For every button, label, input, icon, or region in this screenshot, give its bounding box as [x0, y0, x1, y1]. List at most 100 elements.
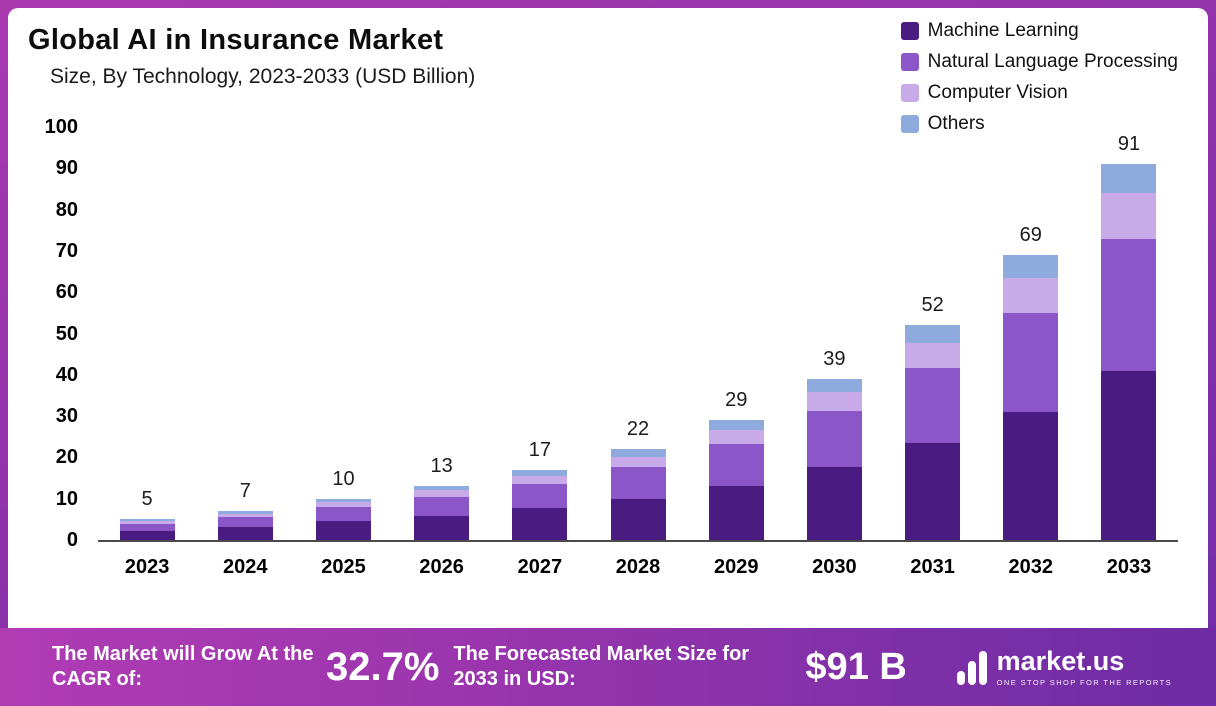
bar-segment-machine-learning — [512, 508, 568, 540]
bar-segment-machine-learning — [315, 521, 371, 540]
bar-segment-computer-vision — [315, 501, 371, 507]
bar-stack — [806, 378, 862, 540]
plot-area: 5 7 10 13 17 22 29 39 52 69 91 — [98, 127, 1178, 542]
x-axis-label: 2032 — [1008, 556, 1054, 578]
bar-segment-computer-vision — [708, 429, 764, 445]
bar-segment-computer-vision — [512, 475, 568, 484]
bar-segment-others — [905, 325, 961, 343]
cagr-value: 32.7% — [326, 644, 440, 689]
bar-segment-machine-learning — [1101, 370, 1157, 540]
bar-segment-natural-language-processing — [610, 467, 666, 500]
x-axis-label: 2024 — [223, 556, 268, 578]
bar-segment-others — [119, 519, 175, 521]
x-axis-label: 2026 — [419, 556, 464, 578]
bar-column-2027: 17 — [491, 127, 589, 540]
bar-stack — [905, 325, 961, 540]
legend-label: Others — [927, 113, 985, 134]
bar-total-label: 52 — [921, 294, 944, 317]
plot-wrap: 0 10 20 30 40 50 60 70 80 90 100 5 7 10 13 17 22 29 39 52 6… — [8, 116, 1208, 551]
y-axis-tick-label: 70 — [55, 239, 78, 262]
bar-segment-others — [1101, 164, 1157, 194]
legend-item-natural-language-processing: Natural Language Processing — [900, 51, 1178, 73]
bar-total-label: 10 — [332, 467, 355, 490]
bar-stack — [610, 449, 666, 540]
bar-segment-others — [315, 498, 371, 502]
bar-total-label: 5 — [141, 488, 153, 511]
bar-stack — [708, 420, 764, 540]
bar-column-2023: 5 — [98, 127, 196, 540]
bar-stack — [1003, 255, 1059, 540]
y-axis: 0 10 20 30 40 50 60 70 80 90 100 — [8, 116, 98, 551]
bar-column-2024: 7 — [196, 127, 294, 540]
bar-segment-others — [806, 378, 862, 392]
legend-swatch — [900, 22, 919, 40]
bar-segment-computer-vision — [1101, 193, 1157, 239]
bar-segment-computer-vision — [905, 342, 961, 369]
bar-segment-natural-language-processing — [708, 444, 764, 487]
bar-segment-natural-language-processing — [806, 411, 862, 468]
bar-stack — [512, 469, 568, 540]
bar-stack — [315, 498, 371, 540]
bar-segment-machine-learning — [708, 486, 764, 540]
y-axis-tick-label: 0 — [66, 529, 78, 551]
brand-text: market.us One Stop Shop For The Reports — [996, 645, 1172, 687]
y-axis-tick-label: 50 — [55, 322, 78, 345]
bar-total-label: 17 — [528, 438, 551, 461]
bar-segment-machine-learning — [119, 530, 175, 540]
bar-segment-natural-language-processing — [414, 497, 470, 516]
brand-logo: market.us One Stop Shop For The Reports — [956, 645, 1172, 687]
bar-column-2031: 52 — [884, 127, 982, 540]
bar-segment-computer-vision — [1003, 277, 1059, 313]
bar-segment-others — [217, 511, 273, 514]
legend-label: Natural Language Processing — [927, 51, 1178, 72]
legend-item-others: Others — [900, 113, 1178, 135]
brand-tagline: One Stop Shop For The Reports — [996, 677, 1172, 687]
bar-segment-natural-language-processing — [1003, 312, 1059, 412]
bar-total-label: 13 — [430, 455, 453, 478]
bar-segment-machine-learning — [806, 467, 862, 540]
legend-label: Computer Vision — [927, 82, 1068, 103]
cagr-label: The Market will Grow At the CAGR of: — [52, 643, 314, 690]
footer-banner: The Market will Grow At the CAGR of: 32.… — [0, 628, 1216, 706]
bar-segment-computer-vision — [806, 391, 862, 412]
bar-segment-others — [512, 469, 568, 476]
chart-title: Global AI in Insurance Market — [28, 24, 444, 56]
y-axis-tick-label: 80 — [55, 198, 78, 221]
x-axis-label: 2031 — [910, 556, 955, 578]
y-axis-tick-label: 60 — [55, 281, 78, 304]
y-axis-tick-label: 20 — [55, 446, 78, 469]
legend-label: Machine Learning — [927, 20, 1079, 41]
chart-card: Global AI in Insurance Market Size, By T… — [8, 8, 1208, 628]
x-axis-label: 2028 — [615, 556, 661, 578]
bar-segment-computer-vision — [610, 456, 666, 468]
y-axis-tick-label: 100 — [44, 116, 78, 138]
brand-name: market.us — [996, 645, 1125, 676]
bar-total-label: 69 — [1019, 224, 1042, 247]
bar-segment-others — [414, 486, 470, 491]
bar-segment-machine-learning — [217, 526, 273, 540]
legend-swatch — [900, 84, 919, 102]
x-axis-label: 2033 — [1106, 556, 1152, 578]
x-axis-label: 2030 — [812, 556, 857, 578]
bar-total-label: 91 — [1117, 133, 1141, 156]
y-axis-tick-label: 40 — [55, 363, 78, 386]
bar-segment-others — [1003, 255, 1059, 278]
bar-segment-machine-learning — [610, 499, 666, 540]
bar-segment-machine-learning — [905, 443, 961, 540]
bar-segment-machine-learning — [1003, 412, 1059, 540]
x-axis-label: 2025 — [321, 556, 366, 578]
x-axis-label: 2027 — [517, 556, 563, 578]
bar-segment-machine-learning — [414, 515, 470, 540]
forecast-value: $91 B — [805, 645, 907, 688]
bar-stack — [414, 486, 470, 540]
bar-total-label: 39 — [823, 347, 846, 370]
x-axis-label: 2029 — [713, 556, 759, 578]
bar-segment-natural-language-processing — [905, 368, 961, 444]
y-axis-tick-label: 10 — [55, 487, 78, 510]
brand-bars-icon — [956, 649, 987, 685]
y-axis-tick-label: 30 — [55, 405, 78, 428]
bar-total-label: 22 — [626, 418, 650, 441]
bar-segment-natural-language-processing — [1101, 238, 1157, 371]
legend-swatch — [900, 115, 919, 133]
